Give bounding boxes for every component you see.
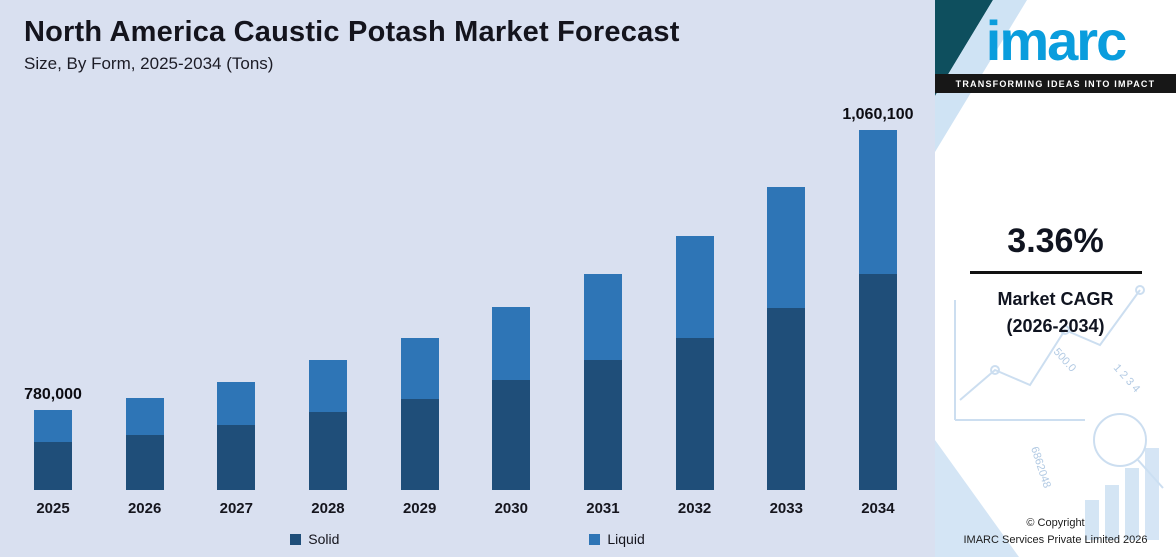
cagr-block: 3.36% Market CAGR (2026-2034) xyxy=(935,222,1176,340)
bar-group: 2029 xyxy=(400,338,439,517)
bar-group: 1,060,100 2034 xyxy=(842,106,913,517)
panel-content: imarc TRANSFORMING IDEAS INTO IMPACT 3.3… xyxy=(935,0,1176,557)
x-axis-label: 2028 xyxy=(311,500,345,517)
logo: imarc TRANSFORMING IDEAS INTO IMPACT xyxy=(935,0,1176,93)
cagr-label-line2: (2026-2034) xyxy=(1006,316,1105,336)
x-axis-label: 2034 xyxy=(861,500,895,517)
imarc-logo: imarc xyxy=(985,9,1127,72)
x-axis-label: 2030 xyxy=(494,500,528,517)
bar-segment-liquid xyxy=(675,236,714,338)
page-title: North America Caustic Potash Market Fore… xyxy=(24,16,680,48)
chart-header: North America Caustic Potash Market Fore… xyxy=(0,0,935,74)
bar-segment-solid xyxy=(217,425,256,490)
bar-segment-solid xyxy=(125,435,164,490)
bar-segment-solid xyxy=(858,274,897,490)
legend-item-solid: Solid xyxy=(290,531,339,547)
legend-label-solid: Solid xyxy=(308,531,340,547)
x-axis-label: 2031 xyxy=(586,500,620,517)
bar-segment-liquid xyxy=(308,360,347,412)
chart-legend: Solid Liquid xyxy=(0,531,935,547)
cagr-divider xyxy=(969,271,1142,274)
bar-segment-liquid xyxy=(858,130,897,274)
x-axis-label: 2025 xyxy=(36,500,70,517)
bottom-ribbon-light xyxy=(935,440,1019,557)
x-axis-label: 2029 xyxy=(402,500,437,517)
bar-segment-liquid xyxy=(34,410,72,442)
copyright: © Copyright IMARC Services Private Limit… xyxy=(935,515,1176,548)
bar-segment-solid xyxy=(492,380,531,490)
decor-bar xyxy=(1145,448,1159,540)
bar-group: 2032 xyxy=(675,236,714,517)
x-axis-label: 2032 xyxy=(677,500,712,517)
decor-bar xyxy=(1085,500,1099,540)
bar-group: 2031 xyxy=(583,274,622,517)
bar-plot: 780,000 2025 2026 2027 2028 2029 2030 2031 2032 2… xyxy=(24,90,913,517)
bar-segment-liquid xyxy=(400,338,439,399)
bar-value-label: 780,000 xyxy=(24,386,82,403)
decor-bar xyxy=(1125,468,1139,540)
bar-segment-solid xyxy=(767,308,806,490)
bar-group: 2027 xyxy=(217,382,256,517)
legend-label-liquid: Liquid xyxy=(607,531,645,547)
bar-segment-liquid xyxy=(125,398,164,435)
chart-area: North America Caustic Potash Market Fore… xyxy=(0,0,935,547)
decor-axis xyxy=(954,300,1085,421)
bar-group: 2028 xyxy=(308,360,347,517)
legend-item-liquid: Liquid xyxy=(589,531,645,547)
copyright-line1: © Copyright xyxy=(1026,517,1085,529)
decor-line-chart xyxy=(959,289,1141,401)
cagr-label-line1: Market CAGR xyxy=(997,289,1114,309)
bar-group: 2033 xyxy=(767,187,806,517)
bar-segment-liquid xyxy=(217,382,256,425)
bar-segment-liquid xyxy=(492,307,531,380)
x-axis-label: 2026 xyxy=(127,500,162,517)
bar-segment-solid xyxy=(675,338,714,490)
bar-value-label: 1,060,100 xyxy=(842,106,914,123)
x-axis-label: 2027 xyxy=(219,500,253,517)
panel-decoration: 500.0 1 2 3 4 6862048 xyxy=(935,0,1164,557)
x-axis-label: 2033 xyxy=(769,500,803,517)
bar-segment-solid xyxy=(583,360,622,490)
bar-segment-solid xyxy=(400,399,439,490)
decor-bar xyxy=(1105,485,1119,540)
bar-segment-solid xyxy=(34,442,72,490)
bar-group: 2030 xyxy=(492,307,531,517)
cagr-value: 3.36% xyxy=(1007,222,1104,260)
copyright-line2: IMARC Services Private Limited 2026 xyxy=(963,533,1148,546)
bar-segment-liquid xyxy=(767,187,806,308)
liquid-swatch-icon xyxy=(589,533,601,545)
logo-tagline: TRANSFORMING IDEAS INTO IMPACT xyxy=(935,73,1176,93)
solid-swatch-icon xyxy=(290,533,302,545)
bar-group: 780,000 2025 xyxy=(24,386,82,517)
decor-magnifier-icon xyxy=(1093,413,1147,467)
bar-segment-liquid xyxy=(583,274,622,360)
brand-panel: 500.0 1 2 3 4 6862048 imarc TRANSFORMING… xyxy=(935,0,1176,557)
bar-group: 2026 xyxy=(125,398,164,517)
bar-segment-solid xyxy=(308,412,347,490)
page-subtitle: Size, By Form, 2025-2034 (Tons) xyxy=(24,54,274,73)
